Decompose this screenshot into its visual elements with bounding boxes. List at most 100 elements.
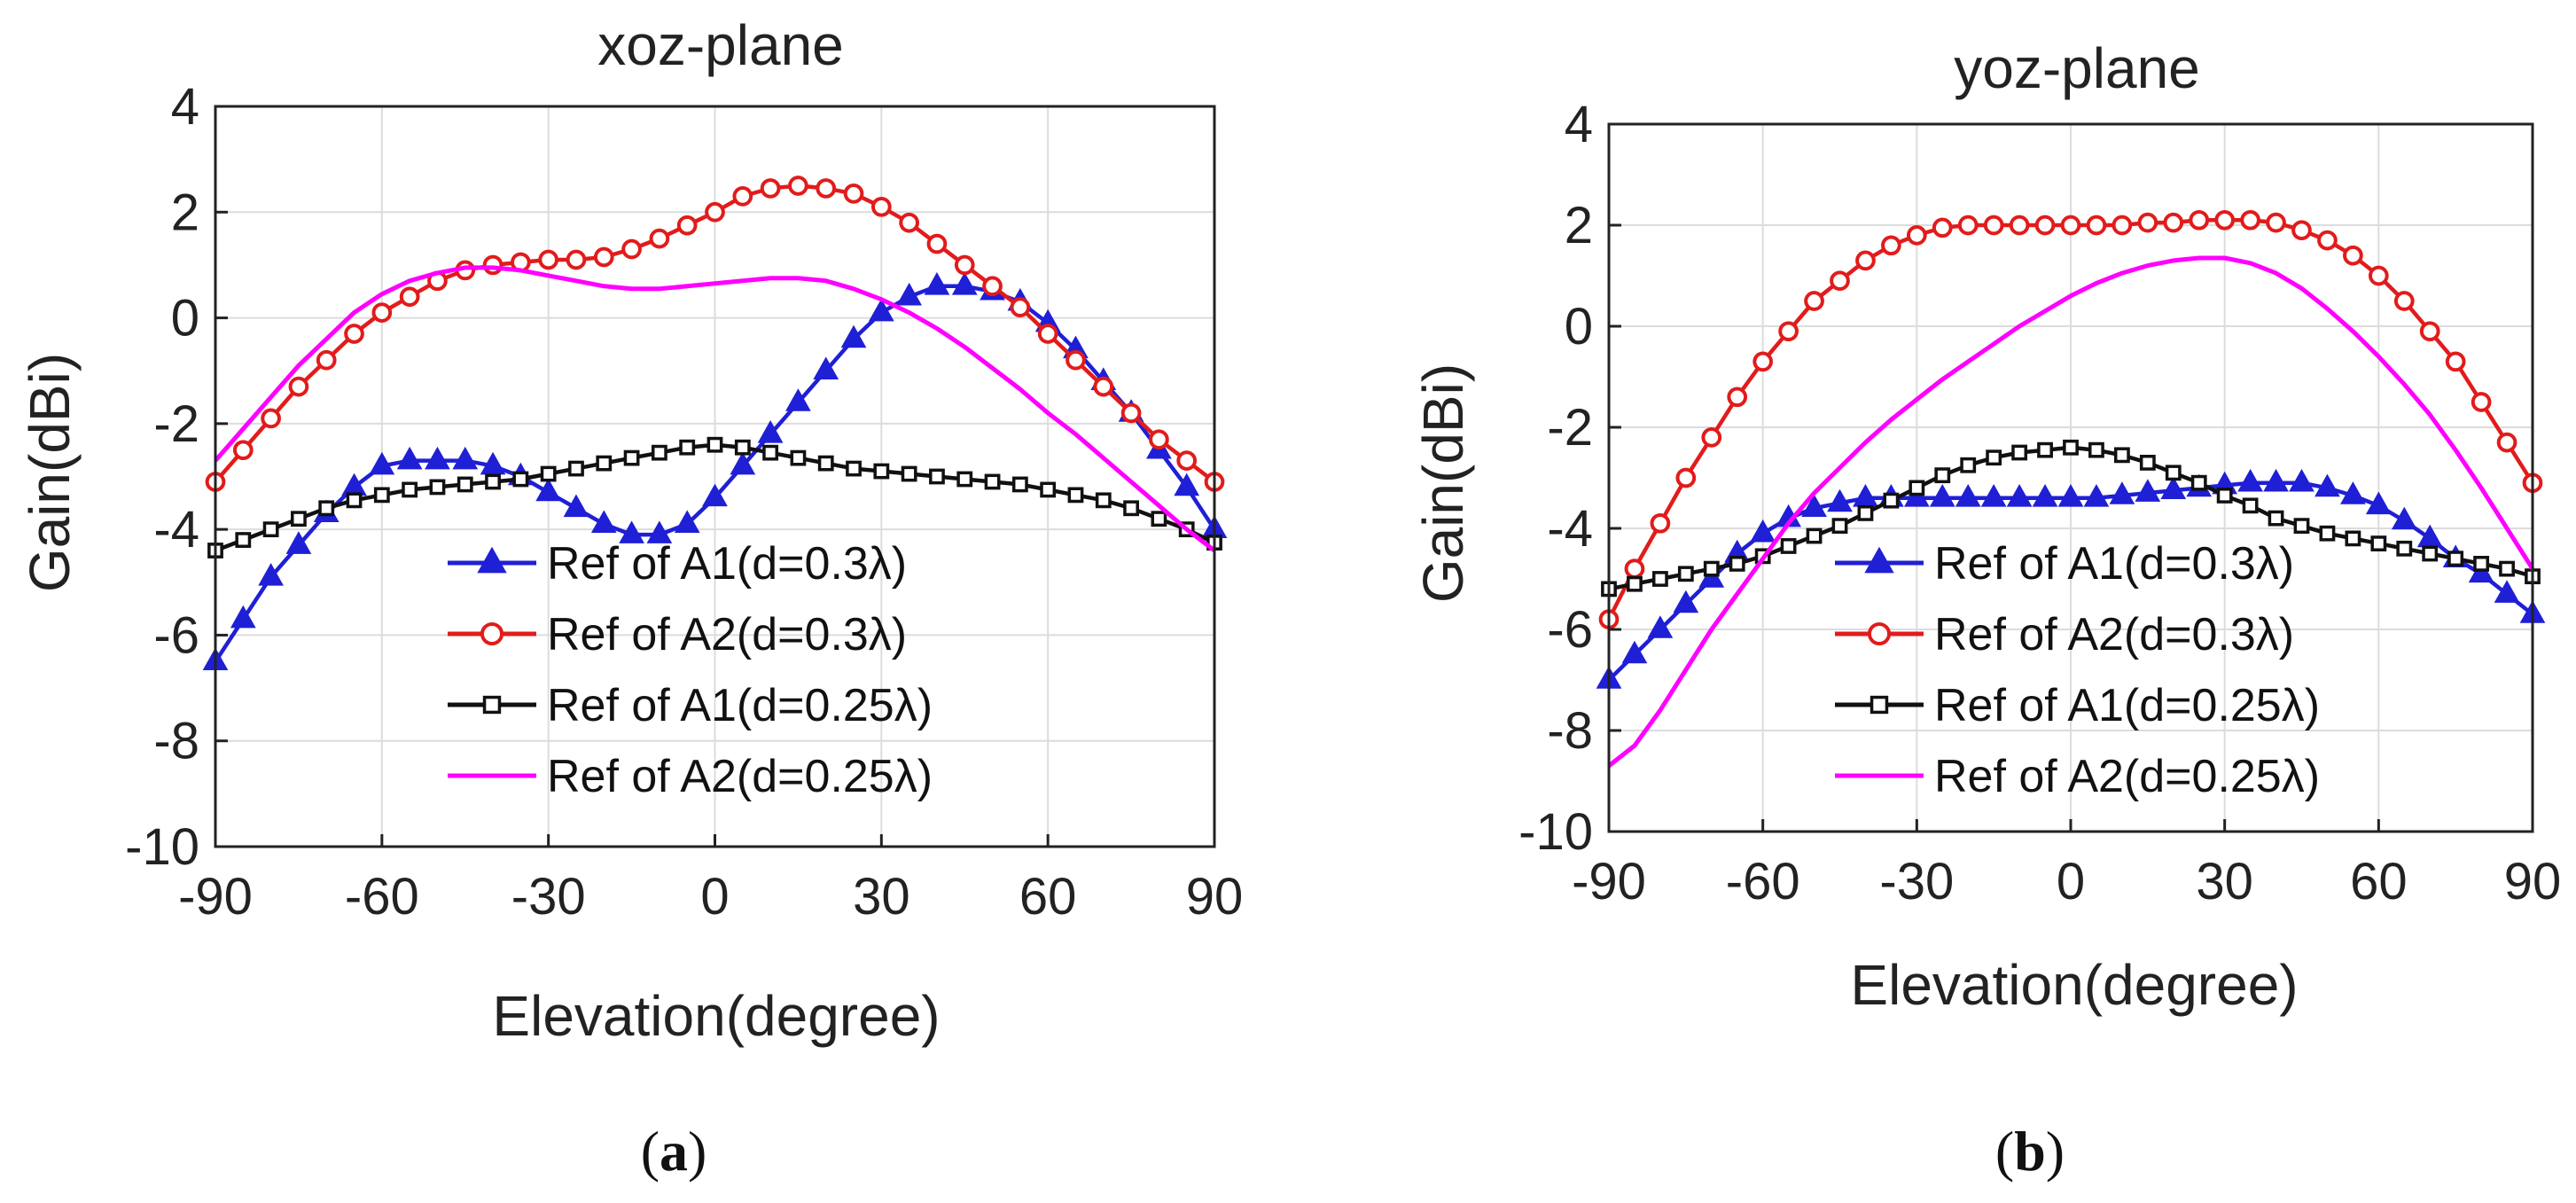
panel-letter: a <box>660 1120 688 1183</box>
data-point <box>232 440 254 461</box>
data-point <box>899 212 919 233</box>
data-point <box>477 546 507 574</box>
data-point <box>1698 565 1725 588</box>
data-point <box>2314 473 2340 497</box>
data-point <box>457 476 473 493</box>
data-point <box>1624 559 1645 579</box>
data-point <box>1650 512 1671 534</box>
data-point <box>2088 441 2104 458</box>
data-point <box>843 184 864 204</box>
data-point <box>482 254 503 276</box>
data-point <box>1934 467 1951 484</box>
data-point <box>369 451 395 475</box>
data-point <box>593 246 614 268</box>
y-tick-label: -4 <box>153 501 199 559</box>
data-point <box>2063 439 2079 456</box>
data-point <box>288 376 309 397</box>
data-point <box>1752 351 1774 372</box>
data-point <box>2494 580 2520 603</box>
data-point <box>1095 492 1112 509</box>
data-point <box>1647 615 1674 638</box>
data-point <box>590 510 617 533</box>
data-point <box>1750 519 1776 543</box>
data-point <box>285 531 312 554</box>
data-point <box>816 178 837 199</box>
x-tick-label: -60 <box>1726 853 1800 910</box>
data-point <box>679 439 696 456</box>
data-point <box>2343 245 2363 266</box>
data-point <box>429 479 446 496</box>
data-point <box>2109 481 2135 504</box>
legend-label: Ref of A2(d=0.25λ) <box>1934 751 2320 802</box>
data-point <box>2396 540 2413 557</box>
data-point <box>596 455 613 472</box>
data-point <box>2368 265 2389 286</box>
data-point <box>1955 484 1981 507</box>
data-point <box>2391 506 2417 530</box>
data-point <box>1778 321 1799 342</box>
data-point <box>732 186 753 207</box>
data-point <box>2447 551 2464 567</box>
data-point <box>1867 621 1892 646</box>
data-point <box>1123 500 1139 517</box>
data-point <box>1701 427 1722 448</box>
data-point <box>2214 209 2236 230</box>
data-point <box>452 446 479 470</box>
data-point <box>1040 481 1057 498</box>
chart-xoz-plane: xoz-plane -90 -60 -30 0 30 60 90 -10 -8 -6 -4 -2 0 2 4… <box>18 13 1243 1183</box>
data-point <box>676 215 698 236</box>
data-point <box>1174 473 1200 496</box>
legend-item: Ref of A2(d=0.25λ) <box>1835 751 2320 802</box>
data-point <box>2365 491 2392 515</box>
tick-labels: -90 -60 -30 0 30 60 90 -10 -8 -6 -4 -2 0 2 4 <box>1518 96 2561 910</box>
legend-item: Ref of A2(d=0.25λ) <box>448 751 933 802</box>
data-point <box>2496 432 2517 453</box>
data-point <box>2165 465 2182 481</box>
y-tick-label: -2 <box>153 395 199 453</box>
data-point <box>1729 556 1745 572</box>
data-point <box>926 233 948 254</box>
data-point <box>954 254 975 276</box>
data-point <box>563 494 589 518</box>
data-point <box>757 419 784 443</box>
data-point <box>230 605 256 629</box>
data-point <box>1727 387 1748 408</box>
legend-label: Ref of A1(d=0.25λ) <box>1934 680 2320 731</box>
data-point <box>2445 351 2466 372</box>
data-point <box>402 481 418 498</box>
data-point <box>1703 560 1720 577</box>
data-point <box>2160 476 2187 500</box>
data-point <box>2060 215 2081 236</box>
data-point <box>1011 476 1028 493</box>
data-point <box>2499 560 2515 577</box>
data-point <box>1883 492 1900 509</box>
data-point <box>2032 484 2058 507</box>
data-point <box>1176 450 1198 471</box>
series-line <box>1607 255 2535 768</box>
data-point <box>2345 530 2361 547</box>
data-point <box>734 439 751 456</box>
series-layer <box>1596 209 2546 768</box>
data-point <box>399 286 420 308</box>
data-point <box>485 473 501 490</box>
data-point <box>730 451 756 475</box>
chart-yoz-plane: yoz-plane -90 -60 -30 0 30 60 90 -10 -8 -6 -4 -2 0 2 4… <box>1411 36 2561 1183</box>
x-tick-label: 60 <box>2350 853 2408 910</box>
series-3 <box>1601 439 2541 598</box>
data-point <box>1621 640 1648 664</box>
data-point <box>258 563 284 586</box>
data-point <box>2135 479 2161 502</box>
x-tick-label: -60 <box>345 868 419 926</box>
x-tick-label: 90 <box>1186 868 1244 926</box>
data-point <box>318 500 335 517</box>
data-point <box>1857 505 1874 521</box>
data-point <box>235 532 252 548</box>
data-point <box>1957 215 1979 236</box>
x-axis-label: Elevation(degree) <box>1850 953 2298 1017</box>
data-point <box>2289 468 2314 492</box>
y-tick-label: 4 <box>171 78 199 136</box>
data-point <box>344 324 364 344</box>
data-point <box>1806 527 1823 544</box>
series-4 <box>1607 255 2535 768</box>
data-point <box>646 520 673 543</box>
